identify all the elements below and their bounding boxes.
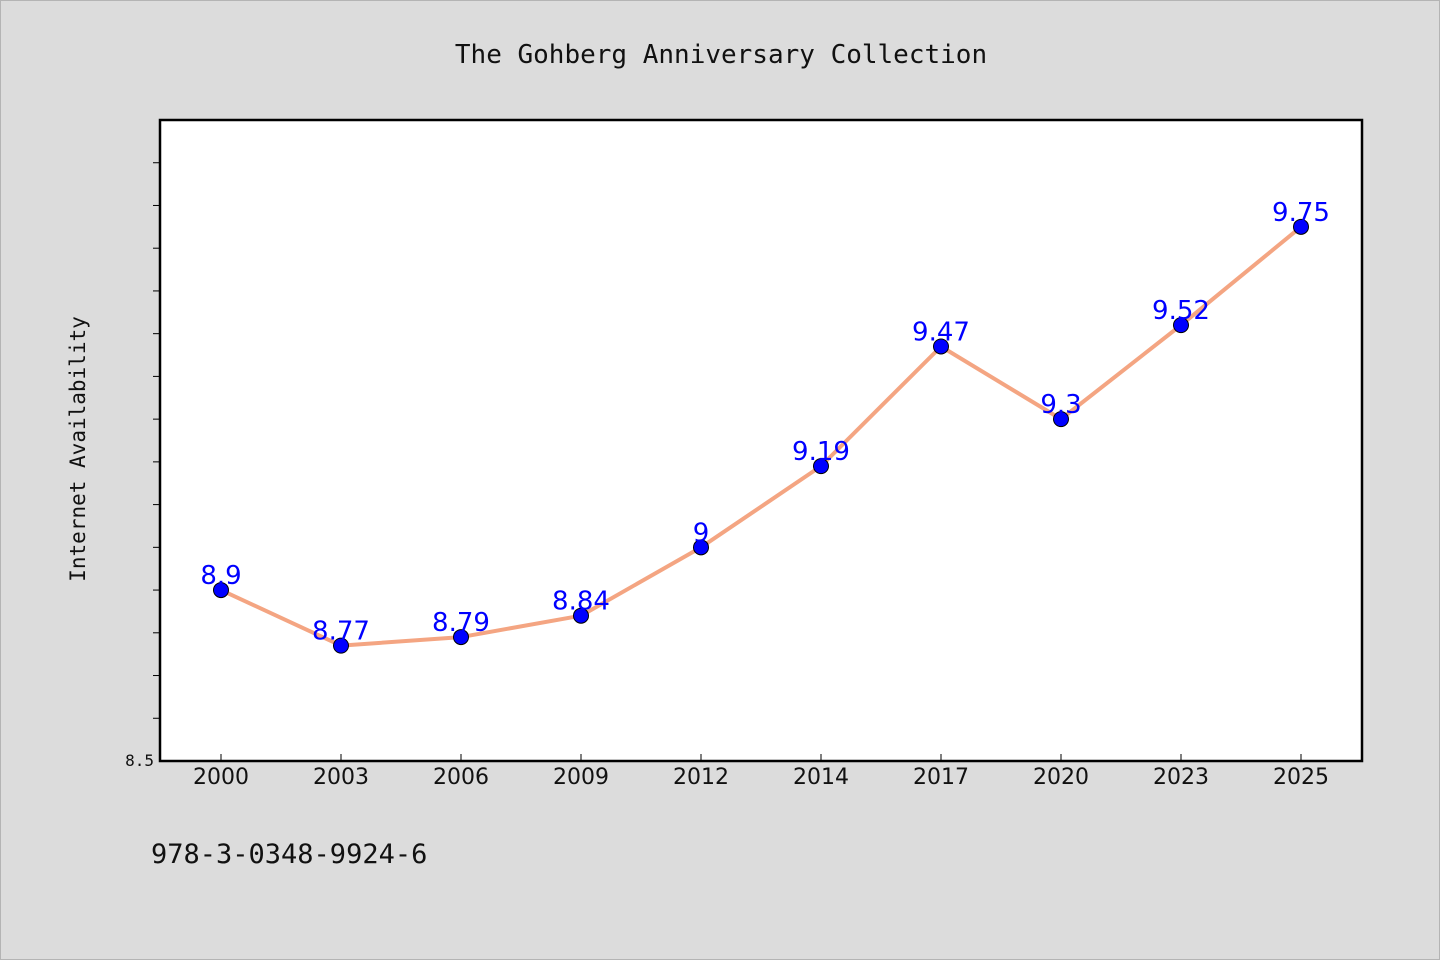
data-point — [213, 582, 229, 599]
data-label: 9.3 — [1040, 390, 1081, 420]
series-points — [213, 218, 1309, 654]
x-axis-ticks — [220, 754, 1302, 761]
data-point — [1173, 317, 1189, 334]
data-point — [453, 629, 469, 646]
x-tick-label: 2006 — [433, 765, 489, 790]
isbn-footer: 978-3-0348-9924-6 — [151, 839, 427, 870]
data-point — [813, 458, 829, 475]
series-lines — [219, 224, 1303, 648]
x-tick-label: 2014 — [793, 765, 849, 790]
y-axis-label: Internet Availability — [66, 316, 90, 582]
x-axis-tick-labels: 2000 2003 2006 2009 2012 2014 2017 2020 2023 2025 — [193, 765, 1329, 790]
data-label: 8.9 — [200, 561, 241, 591]
data-label: 9 — [693, 518, 710, 548]
data-label: 9.19 — [792, 437, 850, 467]
data-label: 9.47 — [912, 317, 970, 347]
data-labels: 8.9 8.77 8.79 8.84 9 9.19 9.47 9.3 9.52 9.75 — [200, 198, 1330, 647]
data-label: 8.79 — [432, 608, 490, 638]
data-label: 9.52 — [1152, 296, 1210, 326]
data-point — [1293, 218, 1309, 235]
chart-title: The Gohberg Anniversary Collection — [455, 40, 987, 70]
data-label: 8.84 — [552, 587, 610, 617]
x-tick-label: 2017 — [913, 765, 969, 790]
series-line — [219, 224, 1303, 648]
x-tick-label: 2000 — [193, 765, 249, 790]
x-tick-label: 2003 — [313, 765, 369, 790]
data-point — [693, 539, 709, 556]
data-label: 8.77 — [312, 617, 370, 647]
x-tick-label: 2012 — [673, 765, 729, 790]
x-tick-label: 2023 — [1153, 765, 1209, 790]
data-point — [1053, 411, 1069, 428]
data-label: 9.75 — [1272, 198, 1330, 228]
data-point — [933, 338, 949, 355]
y-tick-label: 8.5 — [125, 751, 154, 770]
x-tick-label: 2009 — [553, 765, 609, 790]
data-point — [573, 607, 589, 624]
y-axis-tick-labels: 8.5 — [125, 751, 154, 770]
y-axis-ticks — [153, 162, 160, 719]
x-tick-label: 2025 — [1273, 765, 1329, 790]
data-point — [333, 637, 349, 654]
plot-area — [158, 118, 1364, 763]
x-tick-label: 2020 — [1033, 765, 1089, 790]
